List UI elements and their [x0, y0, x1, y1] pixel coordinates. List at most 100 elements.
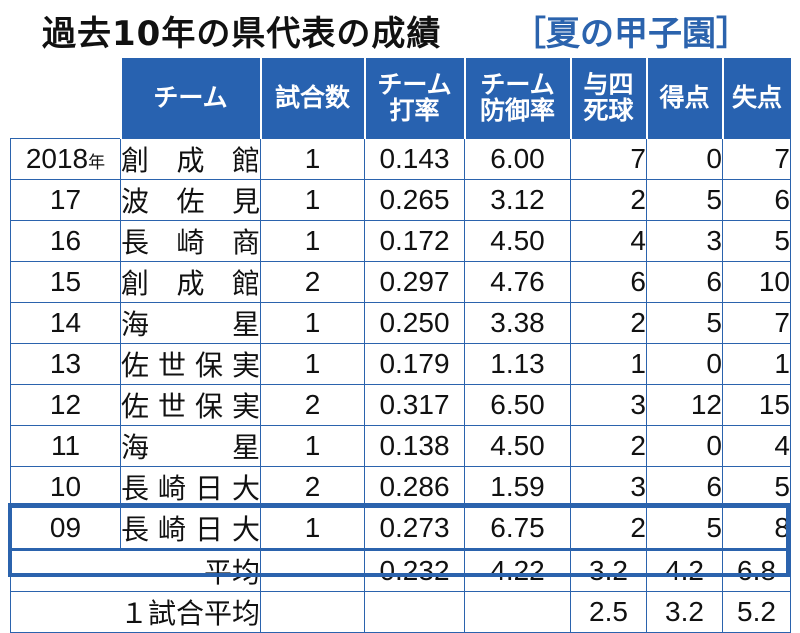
- batting-avg-cell: 0.317: [364, 383, 465, 426]
- runs-cell: 5: [646, 506, 723, 550]
- batting-avg-cell: 0.265: [364, 178, 465, 221]
- batting-avg-cell: 0.172: [364, 219, 465, 262]
- year-cell: 2018年: [10, 137, 121, 180]
- era-cell: 4.76: [464, 260, 571, 303]
- batting-avg-cell: 0.138: [364, 424, 465, 467]
- table-row: 2018年 創成館 1 0.143 6.00 7 0 7: [10, 137, 791, 180]
- era-cell: 6.75: [464, 506, 571, 550]
- runs-cell: 4.2: [646, 547, 723, 592]
- walks-header: 与四 死球: [569, 58, 647, 138]
- team-cell: 創成館: [120, 260, 261, 303]
- year-value: 15: [49, 265, 82, 297]
- table-row: 17 波佐見 1 0.265 3.12 2 5 6: [10, 178, 791, 221]
- year-cell: 14: [10, 301, 121, 344]
- team-cell: 波佐見: [120, 178, 261, 221]
- team-cell: 長崎日大: [120, 465, 261, 508]
- runs-cell: 5: [646, 301, 723, 344]
- era-cell: 6.50: [464, 383, 571, 426]
- table-row: 13 佐世保実 1 0.179 1.13 1 0 1: [10, 342, 791, 385]
- runs-allowed-cell: 7: [722, 137, 791, 180]
- runs-allowed-cell: 15: [722, 383, 791, 426]
- walks-cell: 2: [570, 506, 647, 550]
- year-cell: 13: [10, 342, 121, 385]
- batting-avg-cell: 0.250: [364, 301, 465, 344]
- table-row: 14 海星 1 0.250 3.38 2 5 7: [10, 301, 791, 344]
- runs-cell: 6: [646, 260, 723, 303]
- year-value: 16: [49, 224, 82, 256]
- walks-cell: 3: [570, 383, 647, 426]
- team-header: チーム: [119, 58, 261, 138]
- games-cell: 1: [260, 219, 365, 262]
- runs-allowed-cell: 5.2: [722, 590, 791, 633]
- runs-cell: 5: [646, 178, 723, 221]
- year-value: 14: [49, 306, 82, 338]
- runs-allowed-cell: 6: [722, 178, 791, 221]
- year-cell: 17: [10, 178, 121, 221]
- table-row: 10 長崎日大 2 0.286 1.59 3 6 5: [10, 465, 791, 508]
- walks-cell: 6: [570, 260, 647, 303]
- walks-cell: 2: [570, 301, 647, 344]
- year-cell: 09: [10, 506, 121, 550]
- table-body: 2018年 創成館 1 0.143 6.00 7 0 7 17 波佐見 1 0.265 3.12 2 5 6 1…: [10, 137, 791, 633]
- era-cell: 4.50: [464, 424, 571, 467]
- runs-header: 得点: [645, 58, 723, 138]
- walks-cell: 1: [570, 342, 647, 385]
- batting-avg-cell: 0.143: [364, 137, 465, 180]
- batting-avg-cell: 0.297: [364, 260, 465, 303]
- year-suffix: 年: [88, 152, 106, 172]
- year-value: 11: [50, 429, 81, 461]
- team-cell: 長崎日大: [120, 506, 261, 550]
- runs-allowed-cell: 5: [722, 465, 791, 508]
- table-header: チーム 試合数 チーム 打率 チーム 防御率 与四 死球 得点 失点: [10, 58, 791, 138]
- runs-allowed-cell: 10: [722, 260, 791, 303]
- year-value: 12: [49, 388, 82, 420]
- page-title: 過去10年の県代表の成績: [42, 14, 442, 54]
- runs-cell: 6: [646, 465, 723, 508]
- team-cell: 佐世保実: [120, 342, 261, 385]
- games-cell: 1: [260, 342, 365, 385]
- runs-allowed-cell: 1: [722, 342, 791, 385]
- year-cell: 12: [10, 383, 121, 426]
- era-cell: [464, 590, 571, 633]
- runs-allowed-cell: 4: [722, 424, 791, 467]
- runs-cell: 0: [646, 137, 723, 180]
- walks-cell: 2.5: [570, 590, 647, 633]
- games-cell: 1: [260, 424, 365, 467]
- table-row: 11 海星 1 0.138 4.50 2 0 4: [10, 424, 791, 467]
- year-value: 10: [49, 470, 82, 502]
- batting-avg-cell: [364, 590, 465, 633]
- team-cell: 創成館: [120, 137, 261, 180]
- era-header: チーム 防御率: [463, 58, 571, 138]
- per-game-average-row: １試合平均 2.5 3.2 5.2: [10, 590, 791, 633]
- era-cell: 1.59: [464, 465, 571, 508]
- runs-cell: 12: [646, 383, 723, 426]
- walks-cell: 7: [570, 137, 647, 180]
- year-value: 2018: [25, 142, 89, 174]
- games-cell: [260, 547, 365, 592]
- era-cell: 6.00: [464, 137, 571, 180]
- era-cell: 4.50: [464, 219, 571, 262]
- team-cell: 佐世保実: [120, 383, 261, 426]
- year-cell: 16: [10, 219, 121, 262]
- page-subtitle: ［夏の甲子園］: [512, 14, 750, 54]
- runs-cell: 0: [646, 424, 723, 467]
- runs-cell: 0: [646, 342, 723, 385]
- batting-avg-cell: 0.232: [364, 547, 465, 592]
- team-cell: 海星: [120, 301, 261, 344]
- year-value: 09: [49, 511, 82, 543]
- year-value: 13: [49, 347, 82, 379]
- runs-allowed-cell: 7: [722, 301, 791, 344]
- batting-avg-header: チーム 打率: [363, 58, 465, 138]
- year-cell: 10: [10, 465, 121, 508]
- games-cell: [260, 590, 365, 633]
- per-game-average-label: １試合平均: [10, 590, 261, 633]
- walks-cell: 2: [570, 178, 647, 221]
- table-row: 15 創成館 2 0.297 4.76 6 6 10: [10, 260, 791, 303]
- results-table: チーム 試合数 チーム 打率 チーム 防御率 与四 死球 得点 失点 2018年 創成館 1 0.…: [10, 58, 791, 633]
- year-cell: 11: [10, 424, 121, 467]
- era-cell: 3.38: [464, 301, 571, 344]
- runs-allowed-header: 失点: [721, 58, 791, 138]
- era-cell: 4.22: [464, 547, 571, 592]
- runs-cell: 3.2: [646, 590, 723, 633]
- games-cell: 1: [260, 301, 365, 344]
